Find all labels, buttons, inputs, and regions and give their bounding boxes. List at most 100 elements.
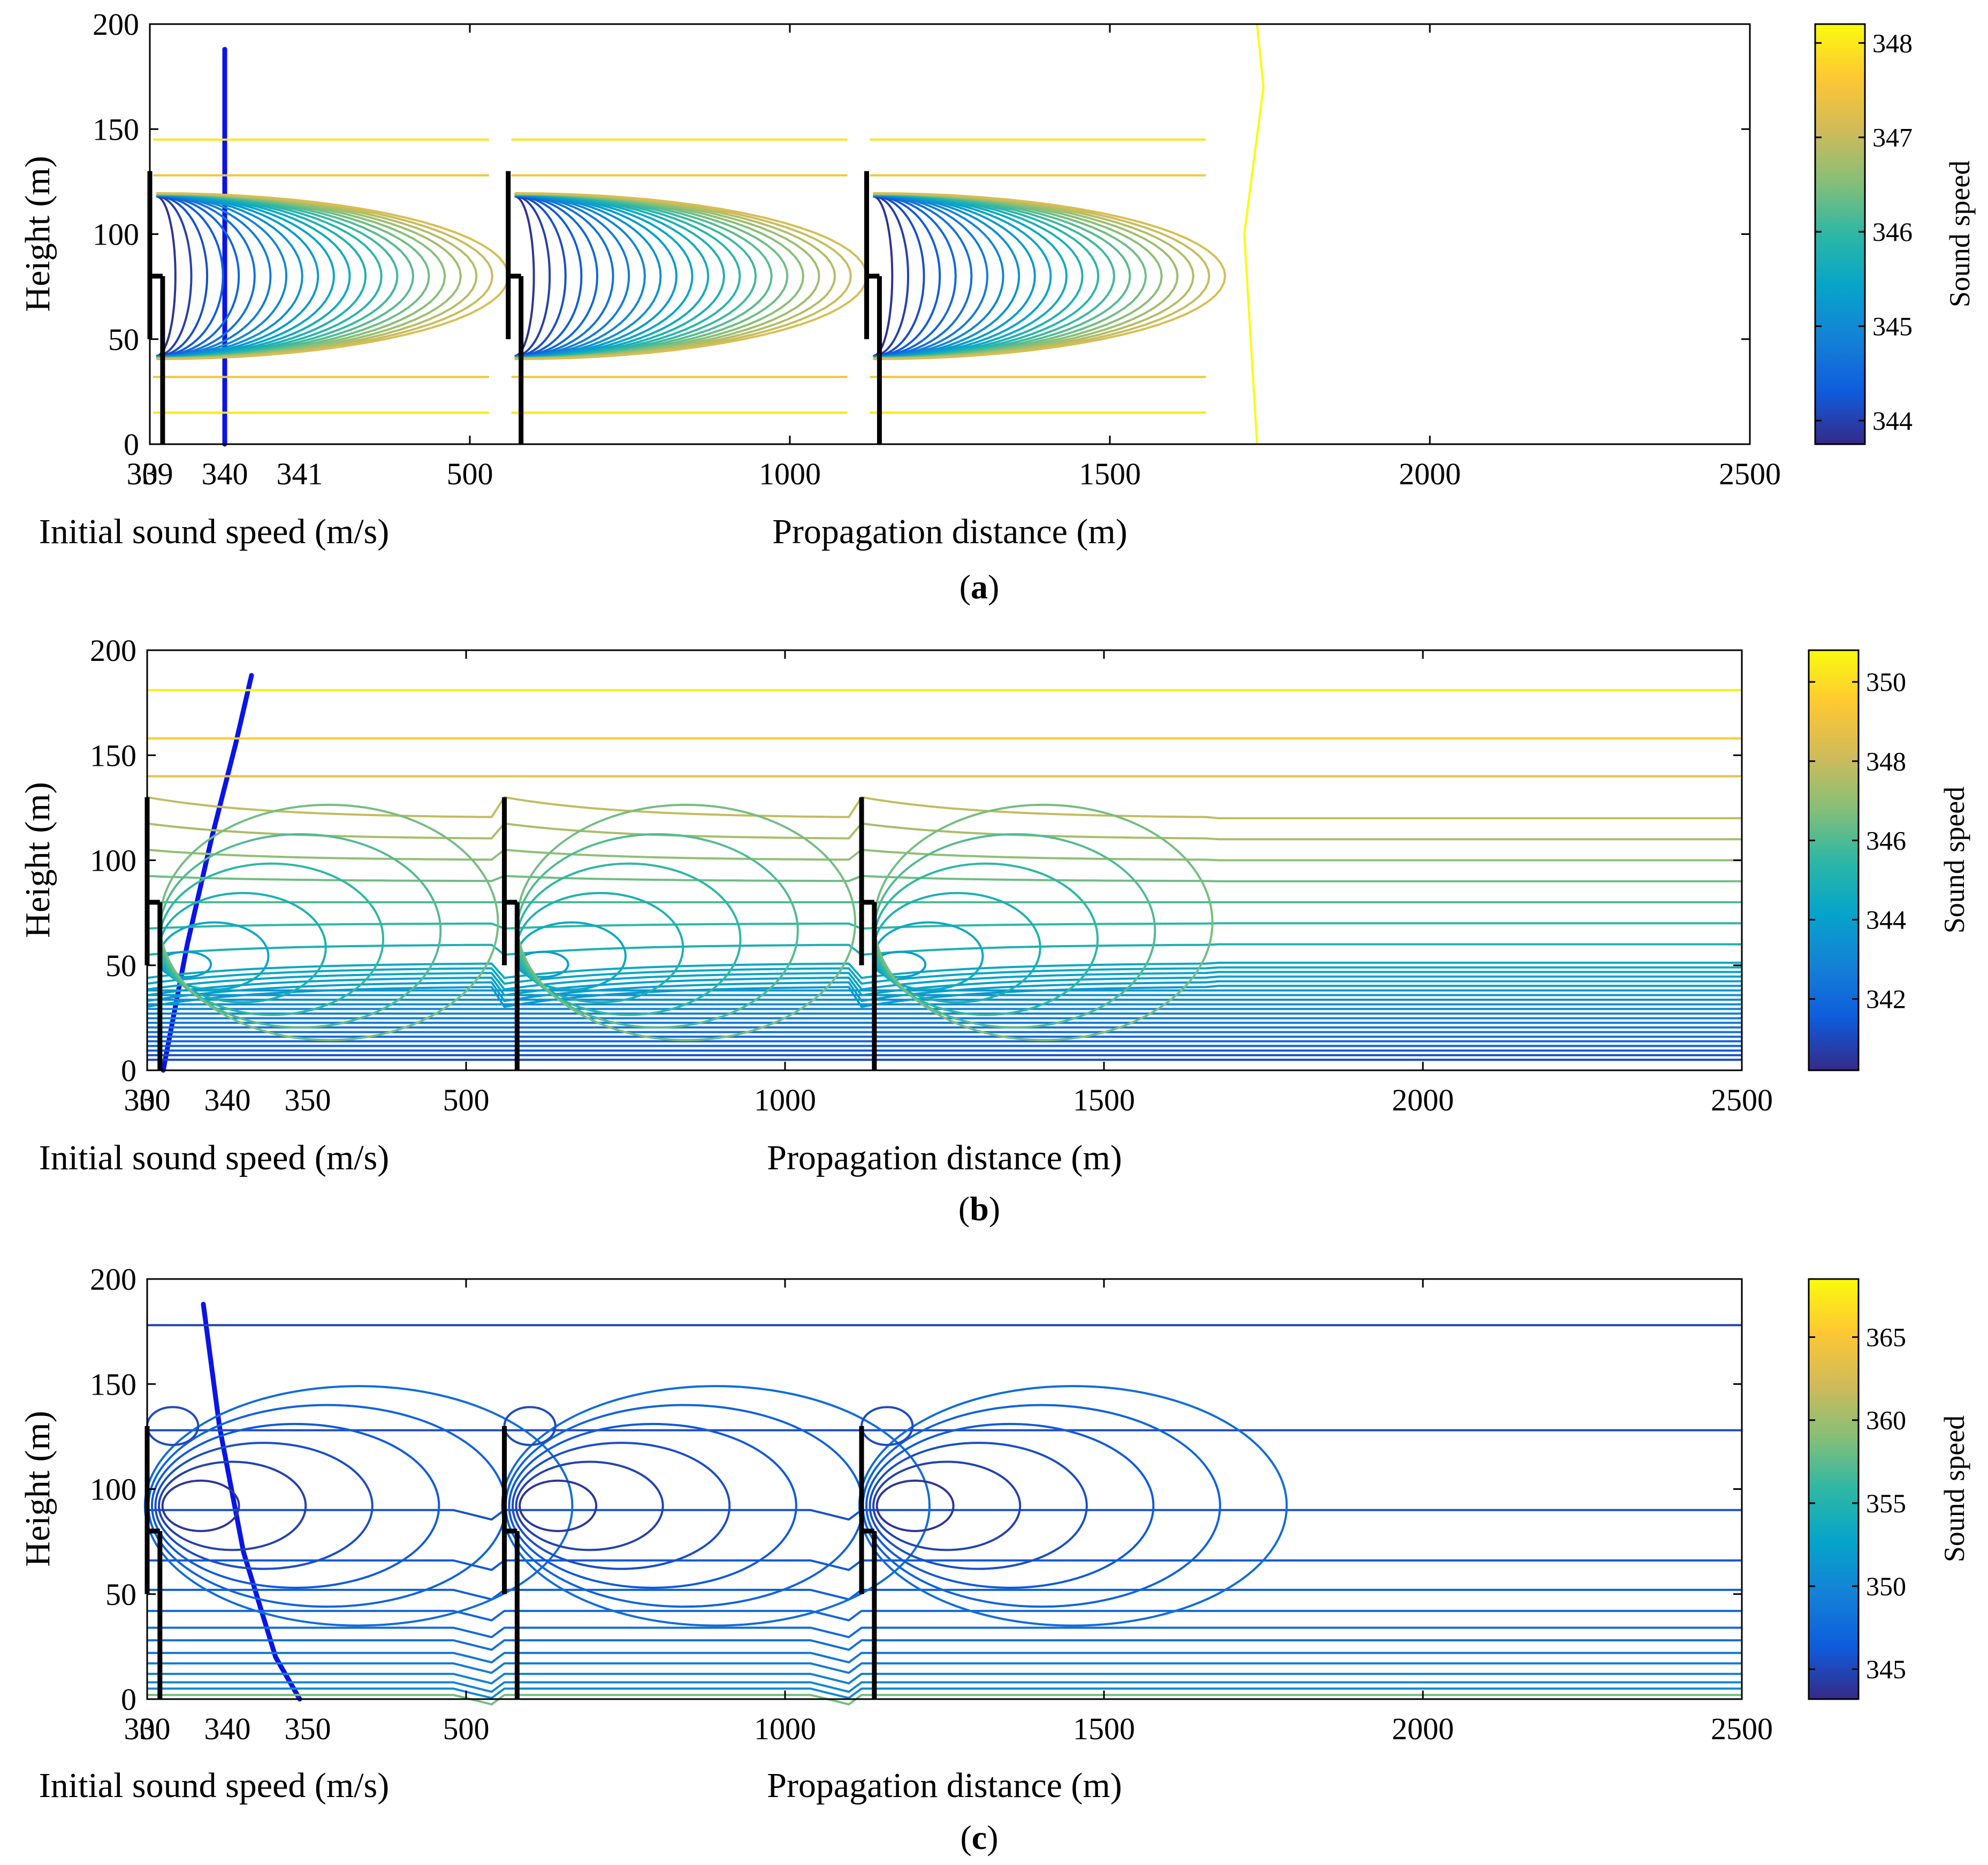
y-tick-label: 100 bbox=[90, 843, 136, 878]
x-tick-label: 0 bbox=[142, 456, 158, 491]
contour-line bbox=[147, 1662, 1742, 1674]
x-axis-label: Propagation distance (m) bbox=[772, 512, 1127, 551]
colorbar-tick-label: 346 bbox=[1872, 217, 1913, 247]
contour-plot-c: 0 500 1000 1500 2000 2500 0 50 100 150 200 Height … bbox=[18, 1262, 1773, 1805]
colorbar-label: Sound speed bbox=[1938, 787, 1970, 933]
contour-line bbox=[147, 848, 1742, 862]
contour-line bbox=[515, 1460, 664, 1551]
contour-line bbox=[873, 194, 1036, 359]
initial-profile-curve bbox=[201, 1301, 302, 1702]
y-tick-label: 150 bbox=[93, 112, 139, 147]
panel-caption-a: (a) bbox=[959, 568, 1000, 606]
contour-line bbox=[156, 193, 383, 359]
contour-line bbox=[147, 975, 1742, 996]
contour-line bbox=[873, 194, 1004, 359]
contour-line bbox=[873, 195, 910, 357]
contour-lines bbox=[147, 689, 1742, 1061]
contour-line bbox=[147, 962, 1742, 979]
contour-plot-b: 0 500 1000 1500 2000 2500 0 50 100 150 200 Height … bbox=[18, 633, 1773, 1177]
contour-line bbox=[156, 193, 415, 360]
turbine bbox=[147, 171, 165, 444]
x-tick-label: 2500 bbox=[1711, 1711, 1773, 1746]
contour-line bbox=[514, 195, 535, 357]
turbine bbox=[502, 797, 520, 1070]
y-tick-label: 50 bbox=[105, 948, 136, 983]
x-tick-label: 500 bbox=[443, 1711, 490, 1746]
contour-line bbox=[156, 193, 367, 359]
contour-line bbox=[873, 193, 1163, 360]
colorbar-label: Sound speed bbox=[1938, 1415, 1970, 1562]
contour-line bbox=[147, 822, 1742, 841]
contour-line bbox=[514, 193, 726, 359]
turbine bbox=[864, 171, 882, 444]
contour-line bbox=[147, 971, 1742, 991]
contour-line bbox=[147, 1672, 1742, 1685]
contour-line bbox=[865, 1422, 1155, 1589]
contour-line bbox=[873, 194, 1020, 359]
y-tick-label: 50 bbox=[105, 1577, 136, 1612]
contour-line bbox=[156, 195, 193, 357]
left-x-tick-label: 340 bbox=[204, 1083, 251, 1117]
contour-line bbox=[147, 943, 1742, 956]
contour-line bbox=[147, 1651, 1742, 1664]
y-axis-label: Height (m) bbox=[18, 1411, 57, 1566]
contour-line bbox=[147, 1626, 1742, 1639]
turbines bbox=[147, 171, 882, 444]
contour-line bbox=[514, 192, 868, 360]
contour-line bbox=[514, 193, 741, 359]
x-tick-label: 2500 bbox=[1711, 1083, 1773, 1117]
contour-lines bbox=[143, 1324, 1742, 1706]
colorbar-tick-label: 344 bbox=[1872, 406, 1913, 436]
panel-c: 330 340 350 Initial sound speed (m/s) 0 500… bbox=[18, 1262, 1970, 1856]
colorbar-tick-label: 342 bbox=[1866, 984, 1906, 1014]
contour-line bbox=[156, 194, 240, 358]
contour-line bbox=[514, 195, 567, 357]
contour-line bbox=[514, 193, 757, 360]
contour-line bbox=[156, 194, 319, 359]
y-tick-label: 100 bbox=[90, 1472, 136, 1507]
colorbar-tick-label: 345 bbox=[1866, 1654, 1906, 1684]
y-tick-label: 200 bbox=[90, 1262, 136, 1297]
panel-a: 339 340 341 Initial sound speed (m/s) 0 500… bbox=[18, 7, 1976, 606]
contour-line bbox=[519, 1479, 598, 1532]
caption-letter: b bbox=[970, 1190, 989, 1228]
contour-line bbox=[514, 193, 805, 360]
contour-line bbox=[514, 192, 852, 360]
y-axis-label: Height (m) bbox=[18, 782, 57, 938]
contour-line bbox=[873, 194, 1052, 359]
colorbar-tick-label: 347 bbox=[1872, 123, 1913, 153]
contour-line bbox=[873, 192, 1195, 360]
contour-line bbox=[873, 192, 1227, 360]
contour-line bbox=[156, 193, 399, 360]
x-tick-label: 2000 bbox=[1392, 1711, 1454, 1746]
contour-line bbox=[156, 192, 494, 360]
y-tick-label: 50 bbox=[108, 322, 139, 357]
contour-line bbox=[869, 1442, 1088, 1570]
x-tick-label: 0 bbox=[140, 1083, 155, 1117]
contour-line bbox=[862, 1404, 1221, 1608]
contour-line bbox=[514, 192, 836, 360]
left-x-tick-label: 350 bbox=[285, 1083, 331, 1117]
y-tick-label: 150 bbox=[90, 738, 136, 773]
contour-line bbox=[875, 1479, 955, 1532]
caption-close: ) bbox=[987, 1818, 998, 1856]
contour-line bbox=[156, 192, 509, 360]
contour-line bbox=[873, 193, 1116, 360]
x-tick-label: 1500 bbox=[1073, 1711, 1135, 1746]
contour-line bbox=[873, 195, 894, 357]
left-x-tick-label: 350 bbox=[285, 1711, 331, 1746]
x-axis-label: Propagation distance (m) bbox=[767, 1766, 1122, 1805]
contour-line bbox=[504, 1404, 864, 1608]
contour-line bbox=[873, 194, 989, 358]
colorbar-tick-label: 348 bbox=[1866, 746, 1906, 776]
contour-line bbox=[147, 1509, 1742, 1521]
contour-line bbox=[156, 193, 430, 360]
y-tick-label: 100 bbox=[93, 217, 139, 252]
panel-caption-c: (c) bbox=[960, 1818, 998, 1856]
contour-line bbox=[161, 1479, 240, 1532]
x-tick-label: 2000 bbox=[1392, 1083, 1454, 1117]
contour-line bbox=[514, 194, 694, 359]
y-axis-label: Height (m) bbox=[18, 156, 57, 311]
y-tick-label: 0 bbox=[124, 427, 139, 462]
x-tick-label: 2000 bbox=[1399, 456, 1461, 491]
